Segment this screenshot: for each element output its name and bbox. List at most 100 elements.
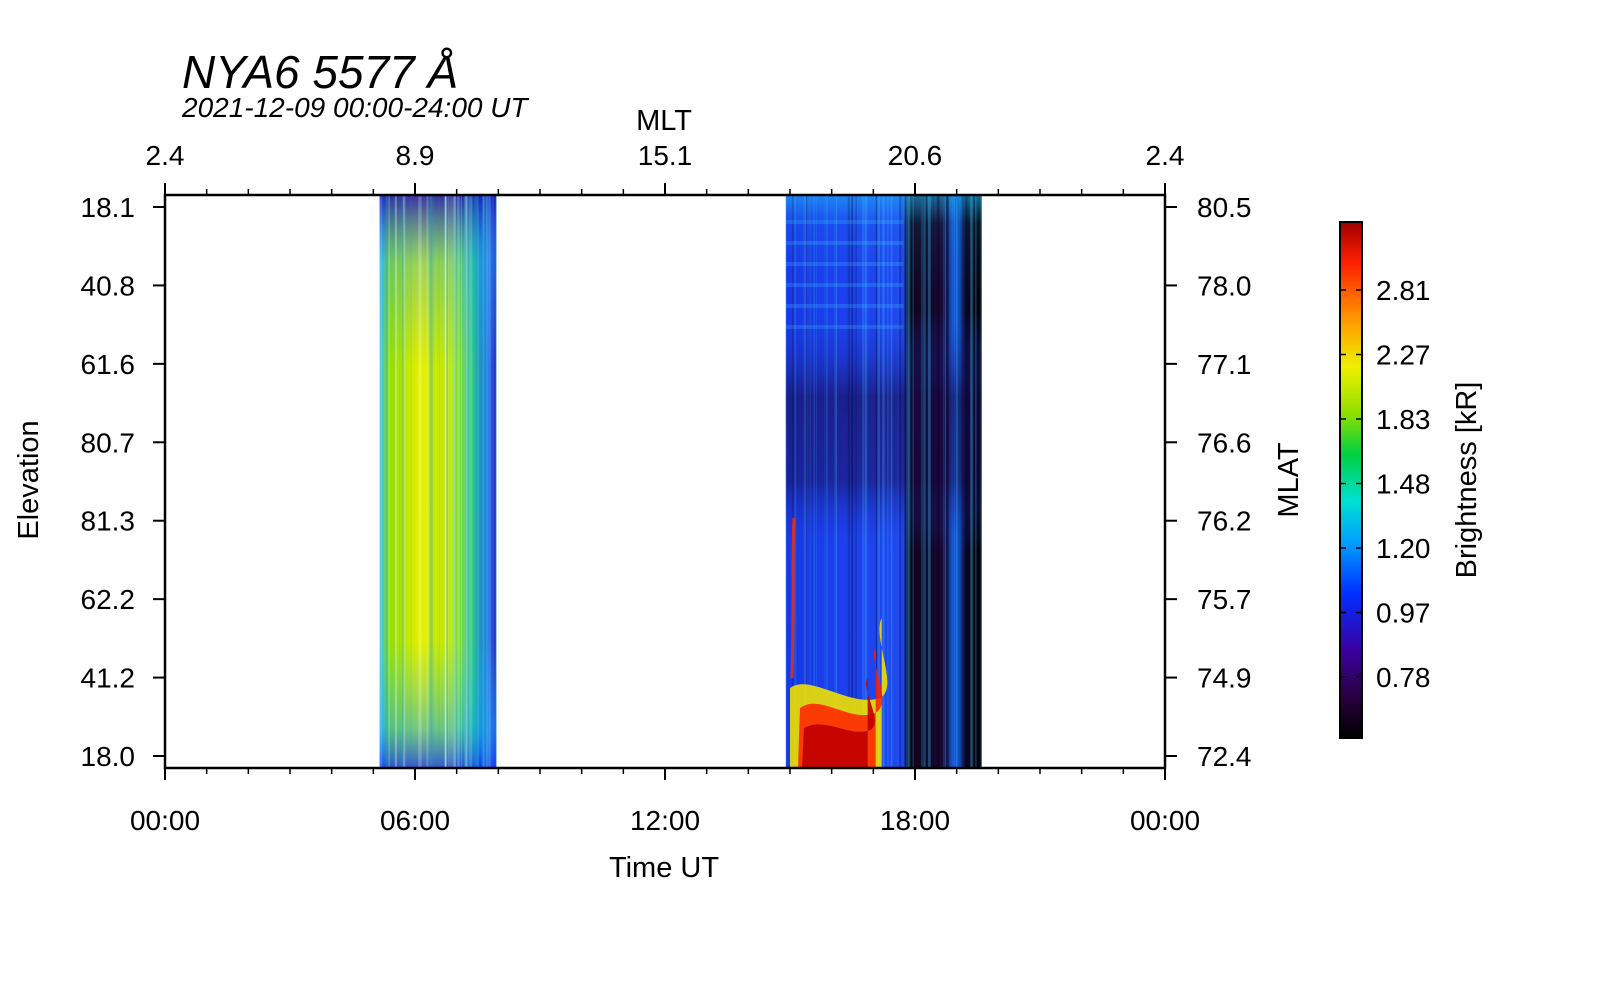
texture-band xyxy=(785,325,904,329)
texture-band xyxy=(785,262,904,266)
texture-streak xyxy=(926,195,928,768)
texture-streak xyxy=(794,195,797,768)
colorbar-tick-label: 0.97 xyxy=(1376,598,1431,629)
data-block-shade xyxy=(379,195,497,768)
y-right-tick-label: 76.6 xyxy=(1197,427,1252,458)
texture-streak xyxy=(945,195,948,768)
texture-streak xyxy=(863,195,865,768)
data-block-1 xyxy=(379,195,498,768)
texture-streak xyxy=(786,195,787,768)
x-tick-label: 06:00 xyxy=(380,805,450,836)
colorbar: 2.81 2.27 1.83 1.48 1.20 0.97 0.78 xyxy=(1339,221,1431,739)
chart-subtitle: 2021-12-09 00:00-24:00 UT xyxy=(181,92,529,123)
texture-streak xyxy=(921,195,923,768)
texture-streak xyxy=(457,195,460,768)
texture-streak xyxy=(834,195,838,768)
y-left-tick-label: 18.0 xyxy=(81,741,136,772)
texture-streak xyxy=(927,195,930,768)
axes: 00:00 2.4 06:00 8.9 12:00 15.1 18:00 20.6 00:00 2… xyxy=(81,140,1252,836)
texture-streak xyxy=(482,195,486,768)
texture-streak xyxy=(399,195,401,768)
y-right-tick-label: 72.4 xyxy=(1197,741,1252,772)
texture-streak xyxy=(445,195,447,768)
texture-streak xyxy=(855,195,857,768)
texture-streak xyxy=(946,195,949,768)
texture-streak xyxy=(464,195,468,768)
text-layer: NYA6 5577 Å 2021-12-09 00:00-24:00 UT ML… xyxy=(13,46,1483,884)
texture-streak xyxy=(475,195,479,768)
texture-streak xyxy=(464,195,467,768)
texture-streak xyxy=(882,195,885,768)
y-left-tick-label: 62.2 xyxy=(81,584,136,615)
texture-streak xyxy=(796,195,798,768)
texture-streak xyxy=(847,195,850,768)
texture-streak xyxy=(385,195,388,768)
texture-streak xyxy=(495,195,498,768)
texture-streak xyxy=(824,195,826,768)
texture-streak xyxy=(803,195,806,768)
y-left-tick-label: 40.8 xyxy=(81,270,136,301)
texture-streak xyxy=(946,195,949,768)
texture-streak xyxy=(956,195,957,768)
texture-streak xyxy=(472,195,475,768)
y-axis-label-right: MLAT xyxy=(1273,442,1305,517)
texture-streak xyxy=(464,195,468,768)
texture-streak xyxy=(887,195,889,768)
texture-streak xyxy=(862,195,864,768)
texture-streak xyxy=(487,195,490,768)
texture-streak xyxy=(410,195,412,768)
y-left-tick-label: 18.1 xyxy=(81,192,136,223)
texture-streak xyxy=(402,195,405,768)
texture-streak xyxy=(961,195,965,768)
colorbar-tick-label: 0.78 xyxy=(1376,662,1431,693)
y-right-tick-label: 74.9 xyxy=(1197,663,1252,694)
texture-streak xyxy=(956,195,959,768)
y-right-tick-label: 75.7 xyxy=(1197,584,1252,615)
texture-streak xyxy=(932,195,934,768)
texture-streak xyxy=(485,195,487,768)
x-top-tick-label: 15.1 xyxy=(638,140,693,171)
texture-streak xyxy=(466,195,468,768)
texture-streak xyxy=(972,195,975,768)
texture-streak xyxy=(425,195,428,768)
texture-streak xyxy=(908,195,910,768)
texture-streak xyxy=(473,195,477,768)
colorbar-label: Brightness [kR] xyxy=(1451,382,1483,579)
texture-streak xyxy=(924,195,927,768)
texture-streak xyxy=(794,195,796,768)
texture-streak xyxy=(975,195,977,768)
texture-streak xyxy=(388,195,390,768)
texture-streak xyxy=(816,195,817,768)
texture-streak xyxy=(922,195,925,768)
x-top-tick-label: 8.9 xyxy=(396,140,435,171)
texture-streak xyxy=(806,195,808,768)
texture-streak xyxy=(792,195,794,768)
texture-streak xyxy=(971,195,974,768)
texture-streak xyxy=(937,195,939,768)
texture-streak xyxy=(483,195,485,768)
texture-streak xyxy=(908,195,911,768)
texture-streak xyxy=(813,195,815,768)
chart-title: NYA6 5577 Å xyxy=(182,46,458,98)
texture-band xyxy=(785,220,904,224)
texture-streak xyxy=(454,195,456,768)
data-block-2 xyxy=(785,195,982,768)
texture-streak xyxy=(495,195,497,768)
x-tick-label: 12:00 xyxy=(630,805,700,836)
texture-streak xyxy=(393,195,396,768)
texture-streak xyxy=(453,195,457,768)
texture-streak xyxy=(921,195,923,768)
texture-streak xyxy=(388,195,390,768)
texture-streak xyxy=(445,195,448,768)
texture-streak xyxy=(426,195,429,768)
texture-streak xyxy=(485,195,489,768)
texture-streak xyxy=(464,195,467,768)
texture-streak xyxy=(928,195,931,768)
texture-streak xyxy=(904,195,907,768)
x-tick-label: 00:00 xyxy=(1130,805,1200,836)
texture-streak xyxy=(923,195,926,768)
texture-streak xyxy=(877,195,880,768)
texture-streak xyxy=(965,195,968,768)
texture-streak xyxy=(810,195,812,768)
texture-streak xyxy=(403,195,406,768)
